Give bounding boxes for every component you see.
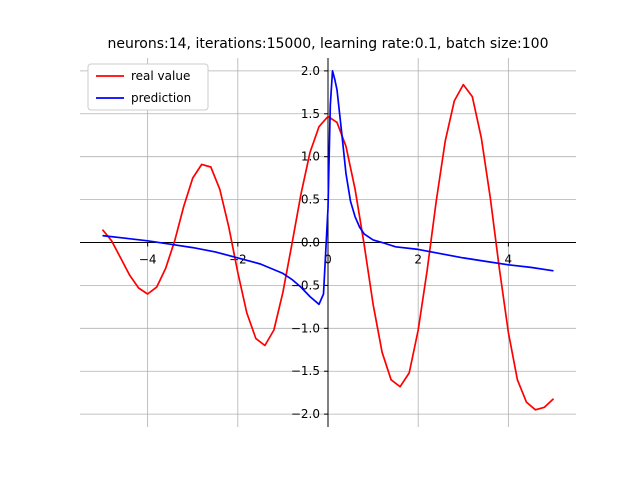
- y-tick-label: 1.0: [301, 150, 320, 164]
- x-tick-label: −4: [139, 253, 157, 267]
- x-tick-label: 4: [505, 253, 513, 267]
- series-line-prediction: [102, 70, 554, 306]
- series-line-real-value: [101, 83, 555, 411]
- legend: real value prediction: [87, 63, 209, 111]
- series-group: [101, 70, 555, 411]
- y-tick-label: 2.0: [301, 64, 320, 78]
- y-tick-label: 0.5: [301, 193, 320, 207]
- y-tick-label: −2.0: [291, 407, 320, 421]
- axes: −4 −2 0 2 4−2.0−1.5−1.0−0.50.00.51.01.52.0: [80, 58, 576, 427]
- chart-title: neurons:14, iterations:15000, learning r…: [107, 36, 548, 52]
- y-tick-label: −0.5: [291, 278, 320, 292]
- legend-label-real-value: real value: [131, 69, 190, 83]
- y-tick-label: 0.0: [301, 236, 320, 250]
- legend-label-prediction: prediction: [131, 91, 191, 105]
- x-tick-label: 0: [324, 253, 332, 267]
- x-tick-label: 2: [414, 253, 422, 267]
- y-tick-label: −1.5: [291, 364, 320, 378]
- y-tick-label: −1.0: [291, 321, 320, 335]
- y-tick-label: 1.5: [301, 107, 320, 121]
